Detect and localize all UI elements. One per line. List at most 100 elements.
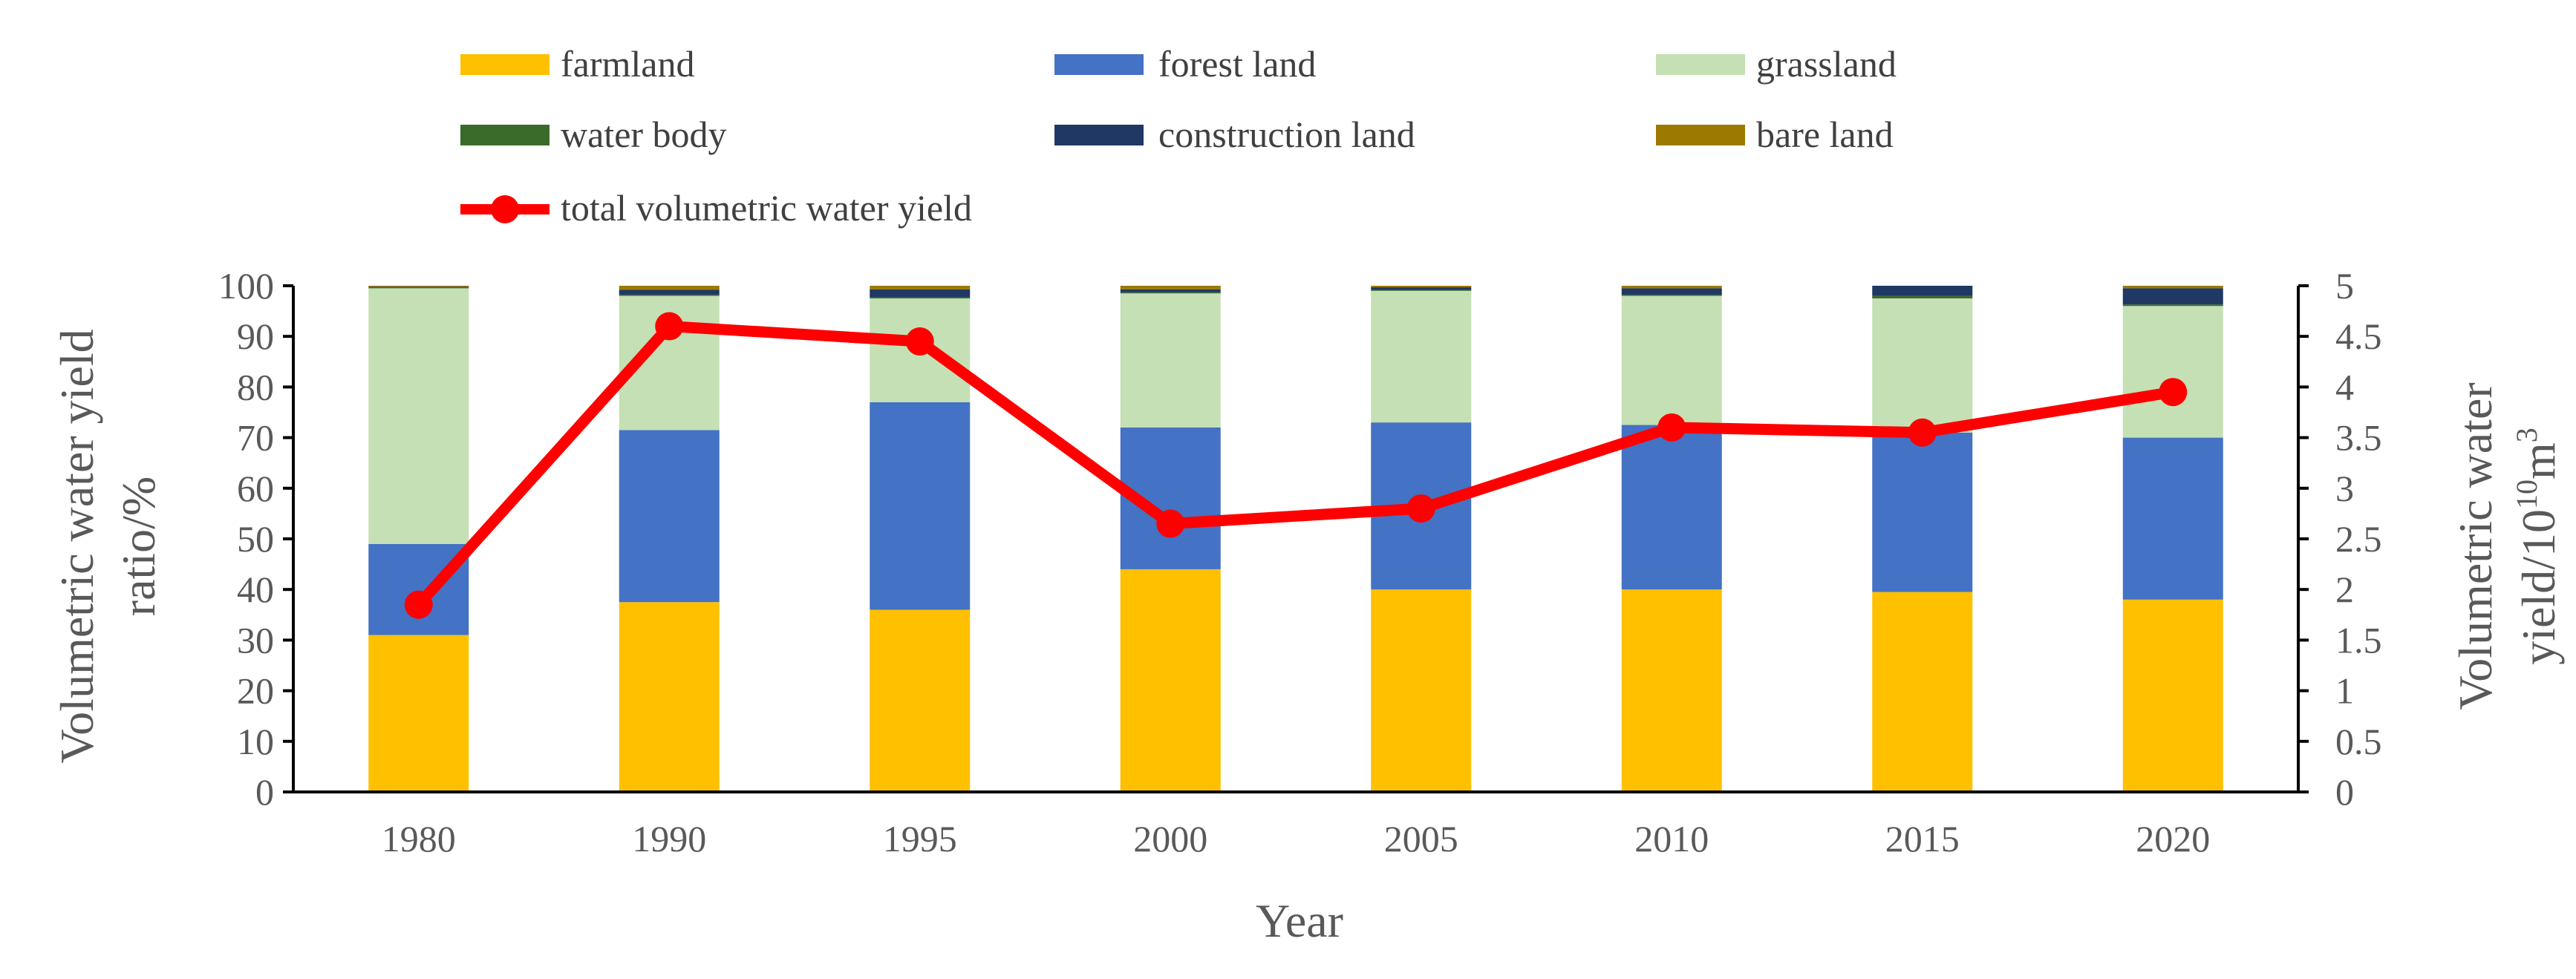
- legend-swatch-farmland: [460, 54, 550, 75]
- y-right-axis-title-prefix: yield/10: [2512, 509, 2565, 665]
- legend-label-forest-land: forest land: [1158, 43, 1316, 85]
- bar-forest-land-1995: [870, 402, 971, 610]
- y-left-tick-label-10: 10: [237, 721, 274, 762]
- point-total-water-yield-2015: [1908, 418, 1937, 447]
- y-left-axis-title-line2: ratio/%: [112, 477, 165, 616]
- bar-forest-land-1990: [619, 430, 720, 603]
- y-right-tick-label-4: 4: [2335, 366, 2354, 407]
- bar-water-body-2005: [1371, 289, 1472, 291]
- y-right-tick-label-1: 1: [2335, 670, 2354, 712]
- bar-bare-land-2000: [1120, 286, 1221, 289]
- y-left-tick-label-30: 30: [237, 619, 274, 661]
- legend-label-grassland: grassland: [1756, 43, 1897, 85]
- point-total-water-yield-2020: [2159, 378, 2188, 407]
- bar-farmland-1995: [870, 609, 971, 792]
- bar-bare-land-1995: [870, 286, 971, 289]
- point-total-water-yield-2000: [1156, 509, 1185, 538]
- y-left-tick-label-100: 100: [218, 265, 274, 307]
- line-layer: [404, 312, 2188, 619]
- bar-grassland-2010: [1621, 295, 1722, 425]
- y-right-axis-title-unit: m: [2512, 442, 2565, 479]
- legend-swatch-grassland: [1656, 54, 1745, 75]
- y-left-axis-title: Volumetric water yield: [50, 329, 103, 763]
- bar-bare-land-2020: [2122, 286, 2223, 289]
- bar-farmland-2015: [1872, 592, 1973, 792]
- bar-construction-land-1990: [619, 289, 720, 295]
- x-tick-label-2000: 2000: [1133, 818, 1207, 860]
- y-left-tick-label-70: 70: [237, 417, 274, 459]
- y-left-tick-label-50: 50: [237, 518, 274, 560]
- legend-marker-total-water-yield: [491, 195, 519, 223]
- bar-water-body-2000: [1120, 292, 1221, 294]
- x-tick-label-2020: 2020: [2136, 818, 2210, 860]
- bar-forest-land-1980: [368, 543, 469, 635]
- y-right-axis-title-unit-exp: 3: [2510, 428, 2543, 442]
- bar-forest-land-2010: [1621, 425, 1722, 590]
- bar-farmland-2005: [1371, 589, 1472, 792]
- x-tick-label-1980: 1980: [382, 818, 456, 860]
- y-left-tick-label-90: 90: [237, 315, 274, 357]
- bar-forest-land-2015: [1872, 432, 1973, 592]
- bar-layer: [368, 286, 2223, 792]
- bar-grassland-1980: [368, 288, 469, 544]
- legend-label-bare-land: bare land: [1756, 114, 1894, 155]
- x-tick-label-2010: 2010: [1634, 818, 1709, 860]
- bar-forest-land-2020: [2122, 437, 2223, 600]
- bar-bare-land-2010: [1621, 286, 1722, 289]
- y-left-tick-label-80: 80: [237, 366, 274, 407]
- bar-water-body-2020: [2122, 304, 2223, 307]
- bar-grassland-2020: [2122, 306, 2223, 438]
- x-axis-title: Year: [1256, 894, 1343, 947]
- y-left-axis-title-line1: Volumetric water yield: [50, 329, 103, 763]
- point-total-water-yield-2010: [1657, 413, 1686, 442]
- y-left-axis-title-line2-text: ratio/%: [112, 477, 165, 616]
- legend-label-construction-land: construction land: [1158, 114, 1415, 155]
- bar-water-body-2015: [1872, 295, 1973, 299]
- y-left-tick-label-40: 40: [237, 569, 274, 610]
- x-tick-label-1995: 1995: [883, 818, 957, 860]
- bar-water-body-1980: [368, 287, 469, 289]
- bar-construction-land-2020: [2122, 288, 2223, 305]
- legend-label-farmland: farmland: [561, 43, 694, 85]
- y-right-tick-label-0: 0: [2335, 771, 2354, 813]
- bar-bare-land-1980: [368, 286, 469, 287]
- bar-farmland-1990: [619, 602, 720, 792]
- bar-construction-land-1995: [870, 289, 971, 298]
- point-total-water-yield-2005: [1406, 494, 1435, 523]
- bar-construction-land-2015: [1872, 286, 1973, 296]
- legend-label-total-water-yield: total volumetric water yield: [561, 187, 972, 229]
- x-tick-label-2005: 2005: [1384, 818, 1458, 860]
- bar-bare-land-2005: [1371, 286, 1472, 288]
- bar-farmland-1980: [368, 635, 469, 792]
- y-right-tick-label-3-5: 3.5: [2335, 417, 2382, 459]
- bar-construction-land-2010: [1621, 288, 1722, 295]
- y-right-axis-title: Volumetric water: [2449, 382, 2502, 710]
- bar-farmland-2000: [1120, 569, 1221, 792]
- x-tick-label-1990: 1990: [632, 818, 706, 860]
- bar-construction-land-2005: [1371, 287, 1472, 290]
- point-total-water-yield-1990: [655, 312, 684, 341]
- point-total-water-yield-1995: [905, 327, 934, 356]
- bar-construction-land-2000: [1120, 289, 1221, 292]
- x-tick-label-2015: 2015: [1885, 818, 1960, 860]
- y-left-tick-label-20: 20: [237, 670, 274, 712]
- y-right-tick-label-4-5: 4.5: [2335, 315, 2382, 357]
- legend: farmland forest land grassland water bod…: [460, 43, 1897, 229]
- point-total-water-yield-1980: [404, 590, 433, 619]
- y-right-tick-label-3: 3: [2335, 468, 2354, 509]
- y-right-axis-title-line2-text: yield/1010m3: [2510, 428, 2565, 665]
- bar-grassland-2015: [1872, 298, 1973, 433]
- y-right-tick-label-2: 2: [2335, 569, 2354, 610]
- y-left-tick-label-0: 0: [255, 771, 274, 813]
- bar-grassland-2005: [1371, 290, 1472, 423]
- y-right-tick-label-2-5: 2.5: [2335, 518, 2382, 560]
- bar-farmland-2010: [1621, 589, 1722, 792]
- legend-swatch-construction-land: [1054, 125, 1144, 145]
- y-right-tick-label-5: 5: [2335, 265, 2354, 307]
- y-right-tick-label-0-5: 0.5: [2335, 721, 2382, 762]
- y-right-axis-title-exp: 10: [2510, 479, 2543, 509]
- y-left-tick-label-60: 60: [237, 468, 274, 509]
- legend-label-water-body: water body: [561, 114, 727, 155]
- legend-swatch-water-body: [460, 125, 550, 145]
